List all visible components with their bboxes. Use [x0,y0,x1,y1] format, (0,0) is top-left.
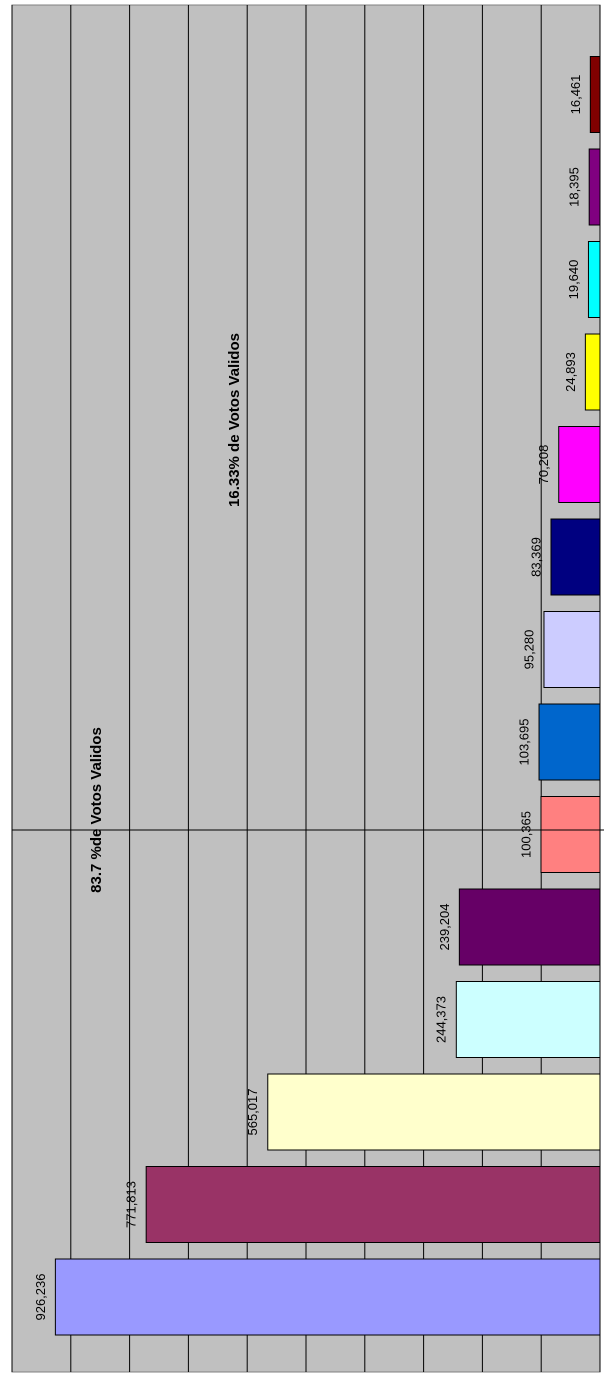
bar [543,611,601,688]
annotation: 83.7 %de Votos Validos [88,727,105,893]
bar [587,241,601,318]
annotation: 16.33% de Votos Validos [226,333,243,507]
data-label: 70,208 [536,445,551,485]
data-label: 771,813 [124,1181,139,1228]
data-label: 95,280 [521,630,536,670]
data-label: 16,461 [568,75,583,115]
bar [54,1258,601,1336]
data-label: 239,204 [437,904,452,951]
data-label: 19,640 [566,260,581,300]
bar [538,703,601,781]
data-label: 926,236 [33,1274,48,1321]
bar [540,796,601,873]
bar [145,1166,601,1243]
data-label: 18,395 [567,167,582,207]
data-label: 103,695 [516,719,531,766]
data-label: 244,373 [434,996,449,1043]
bar [588,148,601,226]
bar [458,888,601,966]
bar [455,981,601,1058]
bar [589,56,601,133]
bar [584,333,601,411]
data-label: 565,017 [245,1089,260,1136]
bar [558,426,601,503]
data-label: 83,369 [528,537,543,577]
bars: 926,236 771,813 565,017 244,373 239,204 100,3… [33,56,601,1336]
data-label: 100,365 [518,811,533,858]
data-label: 24,893 [563,352,578,392]
bar [267,1073,601,1151]
bar [550,518,601,596]
